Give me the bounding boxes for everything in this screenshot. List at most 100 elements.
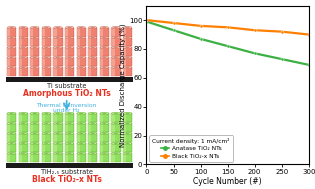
Ellipse shape — [33, 27, 37, 28]
Ellipse shape — [8, 56, 16, 59]
Bar — [88, 47, 97, 57]
Bar — [111, 57, 121, 66]
Bar — [30, 38, 33, 46]
Bar — [111, 57, 115, 66]
Bar — [77, 47, 86, 57]
Bar — [88, 67, 97, 76]
Ellipse shape — [112, 152, 120, 155]
Bar — [19, 143, 22, 152]
Text: Ti substrate: Ti substrate — [47, 83, 86, 89]
Ellipse shape — [79, 27, 83, 28]
Ellipse shape — [54, 142, 62, 145]
Ellipse shape — [102, 143, 106, 144]
Bar — [123, 47, 132, 57]
Ellipse shape — [33, 113, 37, 114]
Bar — [123, 67, 126, 76]
Bar — [111, 123, 121, 132]
Bar — [30, 113, 39, 122]
Bar — [42, 113, 51, 122]
Ellipse shape — [19, 142, 27, 145]
Ellipse shape — [102, 67, 106, 68]
Ellipse shape — [123, 66, 132, 69]
Bar — [65, 28, 68, 36]
Ellipse shape — [102, 57, 106, 58]
Bar — [19, 153, 22, 162]
Ellipse shape — [102, 113, 106, 114]
Bar — [100, 38, 109, 46]
Bar — [88, 133, 91, 142]
Ellipse shape — [21, 37, 25, 38]
Ellipse shape — [21, 153, 25, 154]
Bar — [100, 153, 109, 162]
Bar — [53, 143, 63, 152]
Ellipse shape — [89, 66, 97, 69]
Bar — [123, 67, 132, 76]
Bar — [6, 77, 133, 82]
Ellipse shape — [114, 143, 118, 144]
Ellipse shape — [19, 152, 27, 155]
Ellipse shape — [8, 46, 16, 49]
Ellipse shape — [66, 112, 74, 115]
Ellipse shape — [56, 153, 60, 154]
Ellipse shape — [102, 133, 106, 134]
Ellipse shape — [19, 56, 27, 59]
Ellipse shape — [77, 112, 85, 115]
Ellipse shape — [91, 37, 95, 38]
Bar — [7, 133, 10, 142]
Ellipse shape — [125, 57, 129, 58]
Bar — [65, 113, 74, 122]
Ellipse shape — [33, 143, 37, 144]
Ellipse shape — [67, 113, 72, 114]
Bar — [111, 28, 115, 36]
Bar — [19, 123, 22, 132]
Bar — [7, 47, 16, 57]
Bar — [123, 28, 132, 36]
Bar — [7, 113, 16, 122]
Ellipse shape — [21, 27, 25, 28]
Bar — [123, 133, 132, 142]
Ellipse shape — [54, 36, 62, 39]
Ellipse shape — [123, 132, 132, 135]
Ellipse shape — [42, 152, 50, 155]
Ellipse shape — [89, 112, 97, 115]
Ellipse shape — [125, 133, 129, 134]
Text: Thermal Conversion: Thermal Conversion — [37, 103, 97, 108]
Ellipse shape — [123, 112, 132, 115]
Ellipse shape — [100, 66, 108, 69]
Ellipse shape — [8, 132, 16, 135]
Ellipse shape — [44, 133, 49, 134]
Bar — [111, 143, 115, 152]
Ellipse shape — [112, 122, 120, 125]
Ellipse shape — [8, 36, 16, 39]
Ellipse shape — [67, 47, 72, 48]
Bar — [42, 67, 51, 76]
Ellipse shape — [33, 57, 37, 58]
Ellipse shape — [77, 56, 85, 59]
Bar — [77, 38, 86, 46]
Ellipse shape — [56, 57, 60, 58]
Bar — [30, 153, 33, 162]
Bar — [111, 67, 115, 76]
Ellipse shape — [100, 26, 108, 29]
Bar — [88, 28, 97, 36]
Ellipse shape — [31, 142, 39, 145]
Bar — [65, 123, 74, 132]
Bar — [30, 38, 39, 46]
Bar — [42, 133, 45, 142]
Ellipse shape — [44, 143, 49, 144]
Bar — [100, 38, 103, 46]
Bar — [123, 123, 132, 132]
Ellipse shape — [31, 132, 39, 135]
Ellipse shape — [125, 153, 129, 154]
Bar — [30, 123, 33, 132]
Ellipse shape — [67, 57, 72, 58]
Bar — [30, 153, 39, 162]
Ellipse shape — [100, 132, 108, 135]
Bar — [42, 153, 45, 162]
Bar — [77, 113, 86, 122]
Ellipse shape — [9, 133, 14, 134]
Ellipse shape — [123, 142, 132, 145]
Ellipse shape — [66, 132, 74, 135]
Bar — [77, 38, 80, 46]
Ellipse shape — [112, 66, 120, 69]
